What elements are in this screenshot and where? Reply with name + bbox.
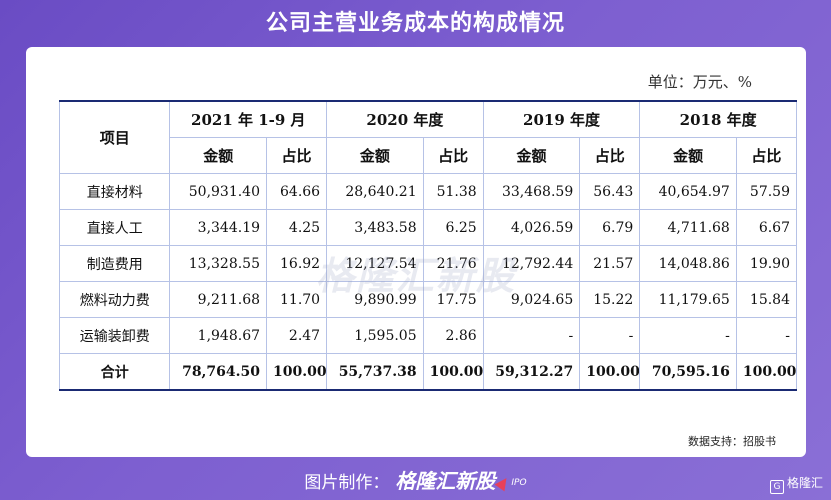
amount-cell: 13,328.55: [169, 245, 268, 282]
logo-icon: G: [769, 480, 784, 494]
table-row: 直接材料 50,931.40 64.66 28,640.21 51.38 33,468.5…: [58, 173, 798, 210]
period-header: 2019 年度: [482, 100, 641, 138]
ratio-cell: 19.90: [735, 245, 798, 282]
amount-cell: 28,640.21: [326, 173, 424, 210]
ratio-cell: 2.47: [266, 317, 328, 354]
ratio-header: 占比: [735, 137, 798, 174]
ratio-cell: 21.76: [422, 245, 484, 282]
amount-cell: 40,654.97: [639, 173, 737, 210]
row-label: 燃料动力费: [58, 281, 171, 318]
period-header: 2021 年 1-9 月: [169, 100, 328, 138]
ratio-cell: 57.59: [735, 173, 798, 210]
amount-cell: 70,595.16: [639, 353, 737, 391]
ratio-header: 占比: [422, 137, 484, 174]
ratio-cell: 6.79: [579, 209, 641, 246]
ratio-cell: 51.38: [422, 173, 484, 210]
amount-cell: -: [482, 317, 581, 354]
row-label: 合计: [58, 353, 171, 391]
amount-header: 金额: [169, 137, 268, 174]
period-header: 2018 年度: [639, 100, 797, 138]
table-row: 合计 78,764.50 100.00 55,737.38 100.00 59,312.2…: [58, 353, 798, 391]
amount-header: 金额: [326, 137, 424, 174]
amount-cell: 4,711.68: [639, 209, 737, 246]
table-row: 燃料动力费 9,211.68 11.70 9,890.99 17.75 9,024.65 1…: [58, 281, 798, 318]
ratio-cell: 6.25: [422, 209, 484, 246]
row-label: 直接材料: [58, 173, 171, 210]
ratio-cell: 6.67: [735, 209, 798, 246]
amount-header: 金额: [639, 137, 737, 174]
amount-cell: 78,764.50: [169, 353, 268, 391]
footer-brand: 格隆汇新股: [395, 469, 496, 493]
amount-cell: 3,344.19: [169, 209, 268, 246]
footer-credit: 图片制作： 格隆汇新股 IPO: [0, 466, 831, 496]
page-title: 公司主营业务成本的构成情况: [265, 11, 565, 36]
row-label: 直接人工: [58, 209, 171, 246]
source-note: 数据支持：招股书: [688, 435, 776, 448]
ratio-cell: -: [579, 317, 641, 354]
row-label: 制造费用: [58, 245, 171, 282]
period-header: 2020 年度: [326, 100, 484, 138]
amount-cell: 9,024.65: [482, 281, 581, 318]
ratio-cell: 11.70: [266, 281, 328, 318]
ratio-cell: 15.22: [579, 281, 641, 318]
item-header: 项目: [58, 100, 171, 174]
row-label: 运输装卸费: [58, 317, 171, 354]
amount-cell: 4,026.59: [482, 209, 581, 246]
ratio-cell: 4.25: [266, 209, 328, 246]
table-row: 运输装卸费 1,948.67 2.47 1,595.05 2.86- - - -: [58, 317, 798, 354]
amount-cell: 33,468.59: [482, 173, 581, 210]
ratio-cell: -: [735, 317, 798, 354]
ratio-cell: 2.86: [422, 317, 484, 354]
ratio-cell: 64.66: [266, 173, 328, 210]
amount-cell: 59,312.27: [482, 353, 581, 391]
unit-label: 单位：万元、%: [647, 73, 752, 91]
amount-cell: -: [639, 317, 737, 354]
ratio-cell: 100.00: [266, 353, 328, 391]
ratio-cell: 100.00: [579, 353, 641, 391]
ratio-cell: 15.84: [735, 281, 798, 318]
amount-cell: 50,931.40: [169, 173, 268, 210]
amount-cell: 1,948.67: [169, 317, 268, 354]
ratio-header: 占比: [579, 137, 641, 174]
header-row-periods: 项目 2021 年 1-9 月 2020 年度 2019 年度 2018 年度: [58, 100, 797, 174]
cost-table: 项目 2021 年 1-9 月 2020 年度 2019 年度 2018 年度 …: [58, 100, 798, 391]
footer-ipo: IPO: [511, 478, 527, 488]
amount-cell: 3,483.58: [326, 209, 424, 246]
amount-cell: 9,211.68: [169, 281, 268, 318]
footer-prefix: 图片制作：: [304, 473, 390, 493]
table-row: 制造费用 13,328.55 16.92 12,127.54 21.76 12,792.4…: [58, 245, 798, 282]
table-card: 单位：万元、% 项目 2021 年 1-9 月 2020 年度 2019 年度 …: [26, 47, 806, 457]
table-body: 直接材料 50,931.40 64.66 28,640.21 51.38 33,468.5…: [58, 173, 798, 391]
ratio-header: 占比: [266, 137, 328, 174]
amount-cell: 12,792.44: [482, 245, 581, 282]
ratio-cell: 56.43: [579, 173, 641, 210]
ratio-cell: 100.00: [735, 353, 798, 391]
table-row: 直接人工 3,344.19 4.25 3,483.58 6.25 4,026.59 6.79…: [58, 209, 798, 246]
amount-cell: 14,048.86: [639, 245, 737, 282]
amount-cell: 11,179.65: [639, 281, 737, 318]
amount-cell: 12,127.54: [326, 245, 424, 282]
arrow-icon: [495, 474, 512, 492]
amount-cell: 1,595.05: [326, 317, 424, 354]
corner-logo: G 格隆汇: [769, 474, 823, 494]
amount-header: 金额: [482, 137, 581, 174]
ratio-cell: 100.00: [422, 353, 484, 391]
ratio-cell: 17.75: [422, 281, 484, 318]
header-row-metrics: 金额 占比 金额 占比 金额 占比 金额 占比: [60, 137, 798, 174]
amount-cell: 55,737.38: [326, 353, 424, 391]
amount-cell: 9,890.99: [326, 281, 424, 318]
ratio-cell: 21.57: [579, 245, 641, 282]
corner-logo-text: 格隆汇: [786, 476, 823, 490]
ratio-cell: 16.92: [266, 245, 328, 282]
